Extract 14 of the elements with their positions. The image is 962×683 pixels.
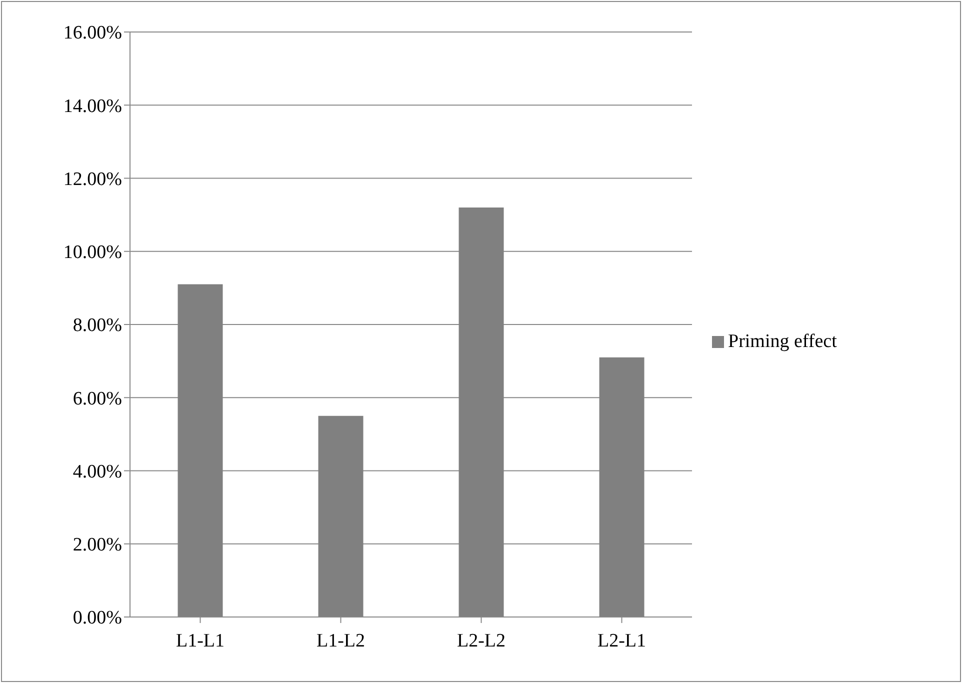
y-tick-label: 6.00% bbox=[72, 388, 122, 410]
y-tick-label: 8.00% bbox=[72, 315, 122, 336]
y-tick-label: 4.00% bbox=[72, 461, 122, 482]
y-tick-label: 12.00% bbox=[63, 168, 122, 190]
x-tick-label: L1-L1 bbox=[176, 630, 225, 652]
x-tick-label: L1-L2 bbox=[316, 630, 366, 652]
legend-label: Priming effect bbox=[728, 330, 837, 352]
y-tick-label: 2.00% bbox=[72, 534, 122, 556]
x-tick-label: L2-L1 bbox=[597, 630, 646, 652]
y-tick-label: 14.00% bbox=[63, 96, 122, 117]
y-tick-label: 0.00% bbox=[72, 608, 122, 629]
x-tick-label: L2-L2 bbox=[456, 630, 506, 652]
y-tick-label: 10.00% bbox=[63, 242, 122, 264]
y-tick-label: 16.00% bbox=[63, 22, 122, 44]
